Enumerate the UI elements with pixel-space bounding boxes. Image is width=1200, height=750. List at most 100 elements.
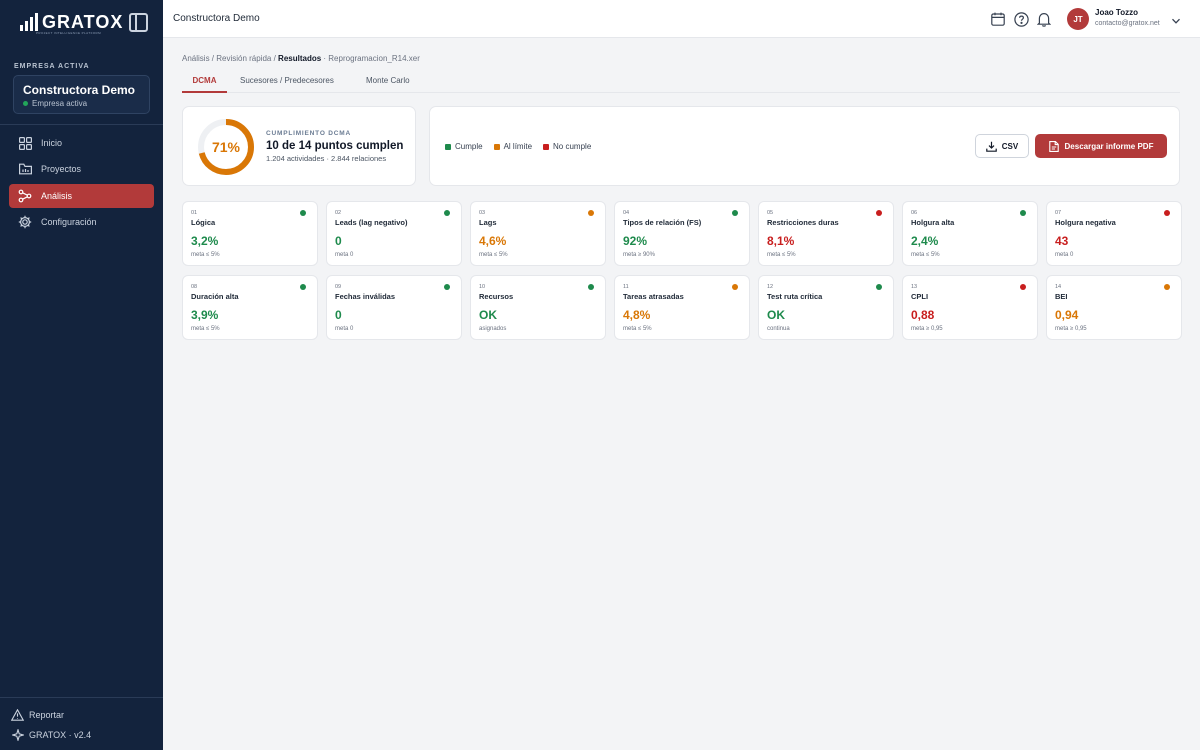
warning-icon: [11, 708, 24, 721]
report-link[interactable]: Reportar: [11, 708, 64, 721]
legend-swatch: [493, 143, 500, 150]
metric-name: Tipos de relación (FS): [623, 218, 702, 227]
breadcrumb-file: · Reprogramacion_R14.xer: [321, 54, 420, 63]
sidebar-divider: [0, 124, 163, 125]
metric-card[interactable]: 06 Holgura alta 2,4% meta ≤ 5%: [902, 201, 1038, 266]
csv-label: CSV: [1001, 141, 1019, 151]
metric-card[interactable]: 01 Lógica 3,2% meta ≤ 5%: [182, 201, 318, 266]
calendar-icon[interactable]: [990, 11, 1006, 27]
metric-value: 3,2%: [191, 234, 219, 248]
metric-name: Holgura alta: [911, 218, 955, 227]
status-dot-icon: [300, 284, 306, 290]
pdf-file-icon: [1049, 140, 1060, 152]
compliance-ring: [198, 119, 254, 175]
metric-name: BEI: [1055, 292, 1068, 301]
status-dot-icon: [1164, 284, 1170, 290]
metric-card[interactable]: 07 Holgura negativa 43 meta 0: [1046, 201, 1182, 266]
bell-icon[interactable]: [1036, 11, 1052, 27]
metric-number: 12: [767, 284, 774, 290]
download-pdf-button[interactable]: Descargar informe PDF: [1035, 134, 1167, 158]
folder-icon: [18, 162, 32, 176]
status-dot-icon: [1020, 284, 1026, 290]
tab-dcma[interactable]: DCMA: [182, 76, 227, 93]
compliance-title: 10 de 14 puntos cumplen: [266, 140, 404, 152]
version-info: GRATOX · v2.4: [11, 728, 91, 741]
tab-monte-carlo[interactable]: Monte Carlo: [366, 76, 410, 85]
sidebar-item-inicio[interactable]: Inicio: [9, 131, 154, 155]
grid-icon: [18, 136, 32, 150]
metric-number: 13: [911, 284, 918, 290]
logo-text: GRATOX: [42, 12, 124, 32]
metric-name: Duración alta: [191, 292, 239, 301]
metric-number: 07: [1055, 210, 1062, 216]
sidebar-item-label: Proyectos: [41, 164, 82, 174]
metric-card[interactable]: 13 CPLI 0,88 meta ≥ 0,95: [902, 275, 1038, 340]
company-status-label: Empresa activa: [32, 99, 88, 108]
user-name: Joao Tozzo: [1095, 8, 1138, 17]
metric-name: Holgura negativa: [1055, 218, 1116, 227]
metric-name: CPLI: [911, 292, 929, 301]
sidebar-toggle-icon[interactable]: [129, 13, 148, 32]
metric-card[interactable]: 09 Fechas inválidas 0 meta 0: [326, 275, 462, 340]
metric-target: meta ≤ 5%: [623, 326, 652, 332]
page-title: Constructora Demo: [173, 13, 260, 24]
compliance-subtitle: 1.204 actividades · 2.844 relaciones: [266, 154, 387, 163]
metric-target: asignados: [479, 326, 507, 332]
metric-value: 4,6%: [479, 234, 507, 248]
metric-card[interactable]: 14 BEI 0,94 meta ≥ 0,95: [1046, 275, 1182, 340]
metric-card[interactable]: 03 Lags 4,6% meta ≤ 5%: [470, 201, 606, 266]
status-dot-icon: [300, 210, 306, 216]
metric-card[interactable]: 10 Recursos OK asignados: [470, 275, 606, 340]
metric-number: 08: [191, 284, 198, 290]
metric-value: OK: [479, 308, 497, 322]
legend-label: Al límite: [503, 142, 533, 151]
sidebar-item-label: Inicio: [41, 138, 63, 148]
metric-target: meta 0: [335, 326, 354, 332]
compliance-label: CUMPLIMIENTO DCMA: [266, 130, 351, 137]
metric-target: meta ≥ 90%: [623, 252, 655, 258]
metric-card[interactable]: 05 Restricciones duras 8,1% meta ≤ 5%: [758, 201, 894, 266]
avatar[interactable]: JT: [1067, 8, 1089, 30]
logo-tagline: PROJECT INTELLIGENCE PLATFORM: [36, 31, 101, 35]
sidebar-item-label: Análisis: [41, 191, 73, 201]
version-label: GRATOX · v2.4: [29, 729, 92, 740]
metric-value: 0: [335, 234, 342, 248]
metric-card[interactable]: 04 Tipos de relación (FS) 92% meta ≥ 90%: [614, 201, 750, 266]
logo[interactable]: GRATOX: [20, 13, 123, 31]
metric-number: 05: [767, 210, 774, 216]
legend-item-no-cumple: No cumple: [543, 142, 591, 151]
pdf-label: Descargar informe PDF: [1064, 141, 1154, 151]
metric-value: OK: [767, 308, 785, 322]
metric-value: 0: [335, 308, 342, 322]
status-dot-icon: [876, 210, 882, 216]
status-dot-icon: [444, 210, 450, 216]
metric-number: 03: [479, 210, 486, 216]
metric-card[interactable]: 08 Duración alta 3,9% meta ≤ 5%: [182, 275, 318, 340]
metric-card[interactable]: 11 Tareas atrasadas 4,8% meta ≤ 5%: [614, 275, 750, 340]
sidebar: GRATOX PROJECT INTELLIGENCE PLATFORM EMP…: [0, 0, 163, 750]
status-dot-icon: [1164, 210, 1170, 216]
legend-label: Cumple: [455, 142, 483, 151]
company-selector[interactable]: Constructora Demo Empresa activa: [13, 75, 150, 114]
sidebar-item-configuracion[interactable]: Configuración: [9, 210, 154, 234]
logo-row: GRATOX PROJECT INTELLIGENCE PLATFORM: [0, 0, 163, 46]
metric-value: 43: [1055, 234, 1069, 248]
tab-sucesores-predecesores[interactable]: Sucesores / Predecesores: [240, 76, 334, 85]
metric-target: meta ≤ 5%: [479, 252, 508, 258]
metric-card[interactable]: 02 Leads (lag negativo) 0 meta 0: [326, 201, 462, 266]
breadcrumb-current: Resultados: [278, 54, 322, 63]
sidebar-item-proyectos[interactable]: Proyectos: [9, 157, 154, 181]
chevron-down-icon[interactable]: [1171, 13, 1181, 24]
metric-target: meta ≤ 5%: [191, 252, 220, 258]
metric-card[interactable]: 12 Test ruta crítica OK continua: [758, 275, 894, 340]
download-csv-button[interactable]: CSV: [975, 134, 1029, 158]
metric-number: 02: [335, 210, 342, 216]
download-icon: [985, 141, 997, 152]
metric-target: meta ≤ 5%: [911, 252, 940, 258]
help-icon[interactable]: [1013, 11, 1029, 27]
breadcrumb-path[interactable]: Análisis / Revisión rápida /: [182, 54, 279, 63]
status-dot-icon: [588, 284, 594, 290]
metric-value: 2,4%: [911, 234, 939, 248]
sidebar-item-analisis[interactable]: Análisis: [9, 184, 154, 208]
metric-target: meta 0: [335, 252, 354, 258]
